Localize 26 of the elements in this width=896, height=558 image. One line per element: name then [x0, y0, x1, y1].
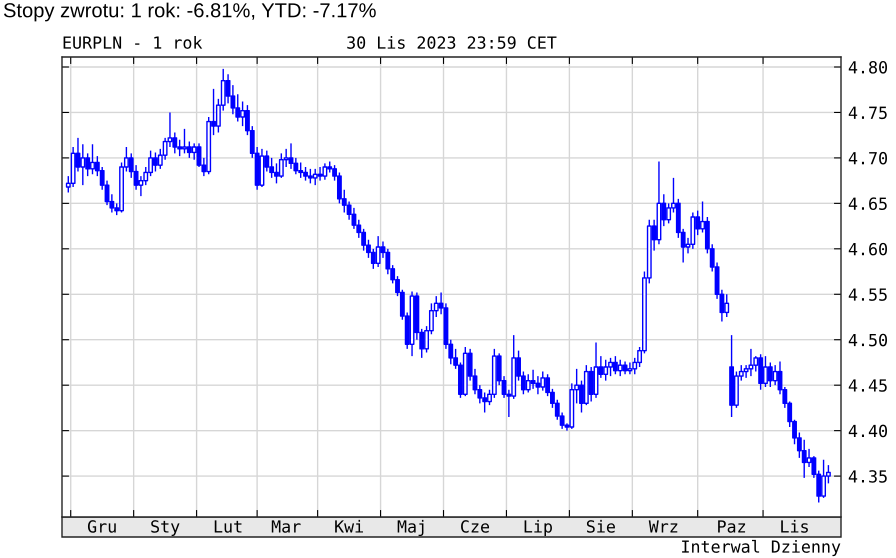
- x-tick-label: Maj: [398, 520, 424, 536]
- x-tick-label: Paz: [718, 520, 746, 533]
- y-tick-label: 4.55: [848, 288, 887, 301]
- y-tick-label: 4.75: [848, 106, 887, 120]
- x-tick-label: Lip: [524, 520, 552, 536]
- x-tick-label: Wrz: [648, 520, 678, 533]
- y-tick-label: 4.65: [848, 197, 887, 210]
- x-tick-label: Lut: [214, 520, 242, 533]
- x-tick-label: Lis: [781, 520, 808, 533]
- x-tick-label: Sie: [586, 520, 615, 533]
- x-tick-label: Mar: [272, 520, 301, 533]
- y-tick-label: 4.35: [848, 470, 887, 483]
- chart-title: Stopy zwrotu: 1 rok: -6.81%, YTD: -7.17%: [4, 2, 376, 22]
- y-tick-label: 4.70: [848, 152, 887, 165]
- y-tick-label: 4.60: [848, 242, 887, 256]
- y-tick-label: 4.40: [848, 424, 887, 438]
- y-tick-label: 4.80: [848, 61, 887, 74]
- x-tick-label: Kwi: [335, 520, 364, 533]
- y-tick-label: 4.45: [848, 379, 887, 392]
- x-tick-label: Gru: [88, 520, 116, 533]
- x-tick-label: Sty: [151, 520, 180, 536]
- y-tick-label: 4.50: [848, 334, 887, 346]
- chart-subtitle: EURPLN - 1 rok: [64, 36, 202, 49]
- text: Interwal Dzienny: [682, 540, 840, 556]
- x-tick-label: Cze: [461, 520, 490, 533]
- text: 30 Lis 2023 23:59 CET: [347, 36, 556, 49]
